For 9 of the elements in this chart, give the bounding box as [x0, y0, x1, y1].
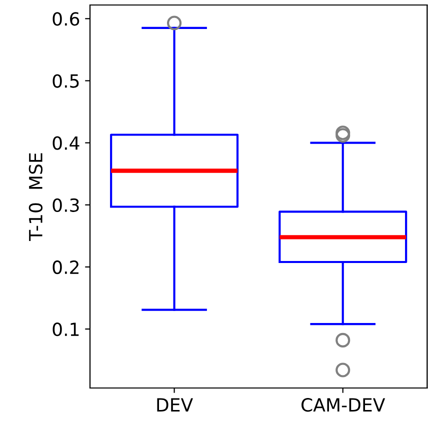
- y-tick-label: 0.5: [52, 74, 79, 88]
- y-tick-label: 0.2: [52, 260, 78, 274]
- y-tick-label: 0.1: [52, 322, 79, 336]
- y-tick-label: 0.6: [52, 12, 80, 26]
- y-axis-title: T-10 MSE: [28, 153, 43, 241]
- x-tick-label: CAM-DEV: [302, 398, 386, 412]
- x-tick-label: DEV: [157, 398, 193, 412]
- y-tick-label: 0.4: [52, 136, 80, 150]
- y-tick-label: 0.3: [52, 198, 79, 212]
